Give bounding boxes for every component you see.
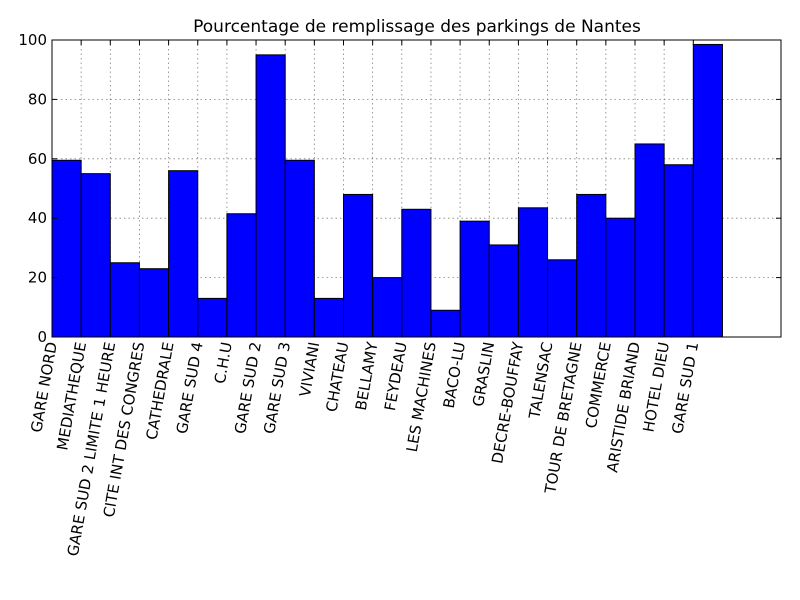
y-tick-label: 100 (18, 31, 47, 49)
bar (605, 217, 636, 338)
bar (255, 54, 286, 338)
bar (517, 207, 549, 338)
bar (51, 159, 82, 338)
x-tick-label: COMMERCE (582, 341, 615, 430)
bar (372, 277, 403, 338)
bar (226, 213, 257, 338)
bar (430, 309, 461, 338)
bar (343, 193, 374, 338)
y-tick-label: 0 (37, 328, 47, 346)
bar (459, 220, 490, 338)
bar (663, 164, 694, 338)
bar (138, 268, 170, 338)
bar (576, 193, 607, 338)
y-axis: 0 20 40 60 80 100 (18, 31, 781, 346)
bar (488, 244, 519, 338)
x-tick-label: VIVIANI (296, 341, 323, 399)
x-tick-label: CATHEDRALE (143, 341, 178, 442)
x-tick-label: BACO-LU (440, 341, 469, 410)
x-tick-label: GARE SUD 3 (260, 341, 294, 436)
y-tick-label: 20 (28, 269, 47, 287)
y-tick-label: 40 (28, 209, 47, 227)
bar (197, 297, 228, 338)
x-tick-label: FEYDEAU (381, 341, 411, 413)
x-tick-label: GARE SUD 1 (668, 341, 702, 436)
bar (284, 159, 315, 338)
chart-title: Pourcentage de remplissage des parkings … (193, 17, 641, 37)
x-tick-label: CHATEAU (322, 341, 352, 414)
bar (313, 297, 345, 338)
plot-frame (51, 39, 782, 338)
y-tick-label: 60 (28, 150, 47, 168)
x-tick-label: LES MACHINES (403, 341, 440, 454)
x-tick-label: BELLAMY (352, 340, 382, 412)
bar (80, 173, 111, 338)
x-tick-label: GRASLIN (469, 341, 498, 408)
x-tick-label: GARE SUD 2 (231, 341, 265, 436)
bar (109, 262, 140, 338)
bar (634, 143, 665, 338)
x-tick-label: GARE NORD (27, 341, 61, 434)
bar (547, 259, 578, 338)
x-tick-label: C.H.U (211, 341, 236, 386)
x-tick-label: HOTEL DIEU (640, 341, 674, 434)
y-tick-label: 80 (28, 90, 47, 108)
bar (692, 43, 723, 338)
bar (401, 208, 432, 338)
x-tick-label: GARE SUD 4 (173, 341, 207, 436)
bar (168, 170, 199, 338)
x-tick-label: TALENSAC (525, 341, 556, 422)
bars (51, 43, 723, 338)
